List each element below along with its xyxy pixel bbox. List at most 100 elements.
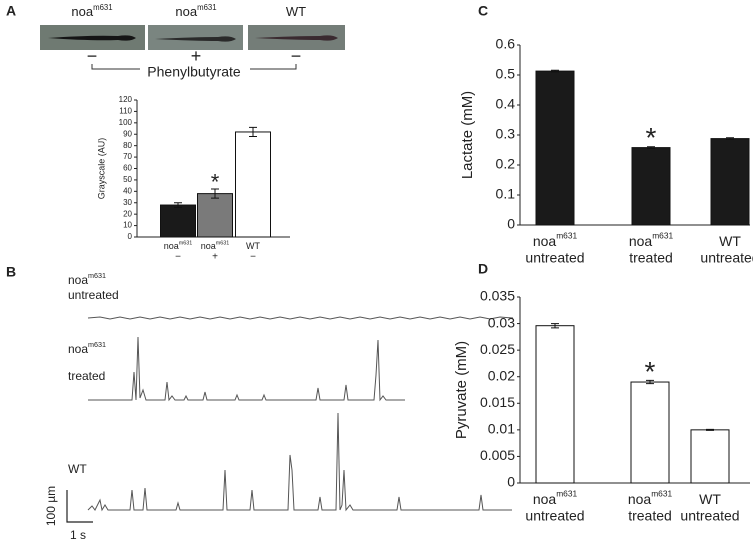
y-tick-label: 120 — [119, 95, 133, 104]
treatment-label: − — [291, 46, 302, 66]
trace-condition: untreated — [68, 288, 119, 302]
y-tick-label: 0.3 — [496, 126, 516, 142]
label-superscript: m631 — [88, 271, 106, 280]
category-sublabel: untreated — [525, 250, 584, 266]
y-tick-label: 50 — [123, 175, 132, 184]
bar — [710, 138, 750, 226]
trace — [88, 336, 405, 402]
panel-label: C — [478, 3, 488, 19]
traces — [66, 316, 514, 523]
label: WT — [699, 491, 721, 507]
treatment-label: − — [87, 46, 98, 66]
panel-label: D — [478, 261, 488, 277]
bar — [631, 147, 671, 226]
label-main: WT — [286, 4, 306, 19]
bar — [235, 131, 271, 238]
fish — [48, 35, 136, 41]
y-tick-label: 0.01 — [488, 421, 515, 437]
y-tick-label: 100 — [119, 118, 133, 127]
y-tick-label: 30 — [123, 198, 132, 207]
label-superscript: m631 — [179, 241, 193, 247]
label: noam631 — [175, 3, 216, 20]
category-sublabel: treated — [628, 508, 672, 524]
error-bar — [646, 379, 654, 385]
category-sublabel: untreated — [680, 508, 739, 524]
y-tick-label: 20 — [123, 209, 132, 218]
significance-marker: * — [646, 122, 657, 153]
label-superscript: m631 — [197, 3, 217, 12]
label-main: noa — [68, 342, 88, 356]
label: noam631 — [533, 231, 578, 249]
y-tick-label: 40 — [123, 186, 132, 195]
label: WT — [246, 241, 260, 251]
significance-marker: * — [645, 356, 656, 387]
label: noam631 — [68, 271, 106, 287]
y-tick-label: 10 — [123, 221, 132, 230]
category-sublabel: untreated — [700, 250, 753, 266]
label-main: noa — [533, 233, 557, 249]
category-sublabel: + — [212, 252, 218, 263]
label: WT — [719, 233, 741, 249]
trace — [87, 412, 512, 512]
label-main: noa — [71, 4, 93, 19]
category-sublabel: treated — [629, 250, 673, 266]
y-tick-label: 0 — [507, 474, 515, 490]
label-main: WT — [68, 462, 87, 476]
error-bar — [706, 428, 714, 431]
fish-images — [40, 25, 345, 78]
y-axis-label: Grayscale (AU) — [96, 138, 106, 200]
label-main: WT — [699, 491, 721, 507]
label-main: noa — [201, 241, 216, 251]
bar — [197, 193, 233, 238]
label-superscript: m631 — [556, 489, 577, 499]
trace — [87, 316, 514, 320]
label: noam631 — [201, 241, 230, 252]
label-superscript: m631 — [93, 3, 113, 12]
label-superscript: m631 — [652, 231, 673, 241]
y-tick-label: 0.6 — [496, 36, 516, 52]
category-sublabel: − — [175, 252, 181, 263]
drug-label: Phenylbutyrate — [147, 64, 241, 80]
error-bar — [174, 202, 182, 208]
y-tick-label: 70 — [123, 152, 132, 161]
scale-y-label: 100 µm — [44, 486, 58, 526]
error-bar — [551, 323, 559, 329]
panel-label: B — [6, 264, 16, 280]
fish — [155, 36, 236, 42]
trace-condition: treated — [68, 369, 105, 383]
significance-marker: * — [211, 169, 220, 194]
label: noam631 — [629, 231, 674, 249]
label: WT — [286, 4, 306, 19]
label: noam631 — [164, 241, 193, 252]
y-tick-label: 80 — [123, 141, 132, 150]
y-tick-label: 0 — [128, 232, 133, 241]
label-main: noa — [164, 241, 179, 251]
error-bar — [551, 69, 559, 73]
y-tick-label: 0.5 — [496, 66, 516, 82]
label-main: noa — [175, 4, 197, 19]
category-sublabel: untreated — [525, 508, 584, 524]
label: noam631 — [533, 489, 578, 507]
error-bar — [726, 137, 734, 140]
label: noam631 — [71, 3, 112, 20]
label-main: noa — [533, 491, 557, 507]
y-tick-label: 0.025 — [480, 341, 515, 357]
y-tick-label: 0.015 — [480, 394, 515, 410]
label-superscript: m631 — [556, 231, 577, 241]
category-sublabel: − — [250, 252, 256, 263]
y-axis-label: Lactate (mM) — [459, 91, 476, 179]
y-tick-label: 0.035 — [480, 288, 515, 304]
treatment-label: + — [191, 46, 202, 66]
y-tick-label: 0.005 — [480, 447, 515, 463]
y-tick-label: 0.03 — [488, 314, 515, 330]
scale-bar — [66, 490, 93, 523]
scale-x-label: 1 s — [70, 528, 86, 542]
label-main: noa — [68, 273, 88, 287]
panel-label: A — [6, 3, 16, 19]
y-tick-label: 0.2 — [496, 156, 516, 172]
error-bar — [249, 126, 257, 138]
bracket-gap — [140, 68, 250, 78]
label: noam631 — [628, 489, 673, 507]
label-superscript: m631 — [651, 489, 672, 499]
